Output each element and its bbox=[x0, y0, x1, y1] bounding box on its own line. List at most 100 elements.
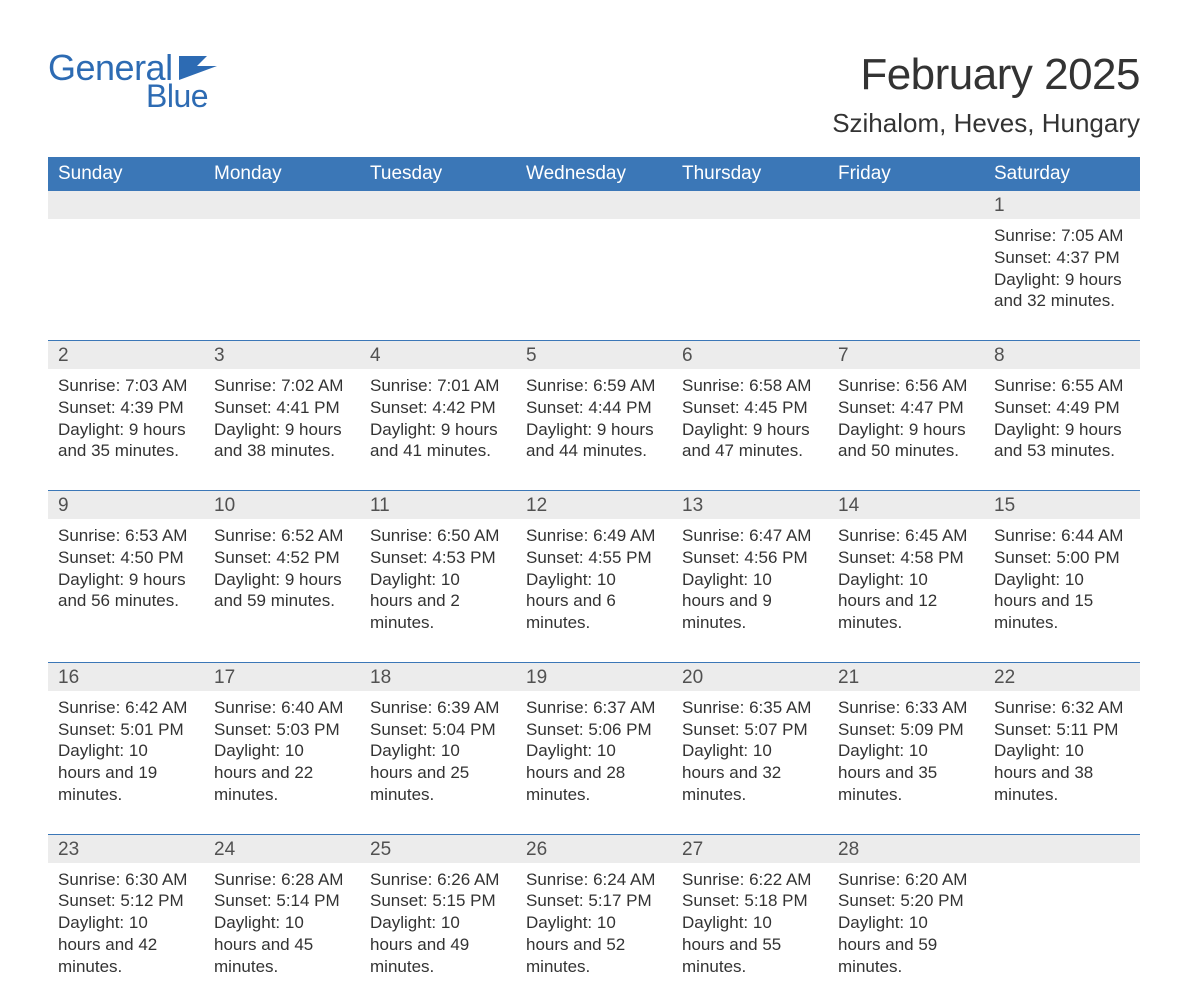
calendar-table: Sunday Monday Tuesday Wednesday Thursday… bbox=[48, 157, 1140, 987]
day-number-cell bbox=[204, 191, 360, 219]
day-number-cell: 13 bbox=[672, 491, 828, 519]
location-label: Szihalom, Heves, Hungary bbox=[832, 108, 1140, 139]
weekday-header: Tuesday bbox=[360, 157, 516, 191]
daylight-text: Daylight: 10 hours and 49 minutes. bbox=[370, 912, 506, 977]
logo: General Blue bbox=[48, 50, 217, 112]
sunset-text: Sunset: 4:56 PM bbox=[682, 547, 818, 569]
sunset-text: Sunset: 5:15 PM bbox=[370, 890, 506, 912]
day-number-cell bbox=[828, 191, 984, 219]
daylight-text: Daylight: 9 hours and 53 minutes. bbox=[994, 419, 1130, 463]
daylight-text: Daylight: 10 hours and 35 minutes. bbox=[838, 740, 974, 805]
day-detail-cell: Sunrise: 6:44 AMSunset: 5:00 PMDaylight:… bbox=[984, 519, 1140, 662]
sunset-text: Sunset: 5:18 PM bbox=[682, 890, 818, 912]
sunset-text: Sunset: 5:04 PM bbox=[370, 719, 506, 741]
day-detail-row: Sunrise: 6:30 AMSunset: 5:12 PMDaylight:… bbox=[48, 863, 1140, 987]
day-detail-cell: Sunrise: 6:24 AMSunset: 5:17 PMDaylight:… bbox=[516, 863, 672, 987]
sunset-text: Sunset: 4:47 PM bbox=[838, 397, 974, 419]
day-detail-cell: Sunrise: 6:37 AMSunset: 5:06 PMDaylight:… bbox=[516, 691, 672, 834]
daylight-text: Daylight: 10 hours and 52 minutes. bbox=[526, 912, 662, 977]
day-number-cell: 19 bbox=[516, 663, 672, 691]
sunset-text: Sunset: 4:44 PM bbox=[526, 397, 662, 419]
sunrise-text: Sunrise: 6:59 AM bbox=[526, 375, 662, 397]
day-number-cell: 27 bbox=[672, 835, 828, 863]
daylight-text: Daylight: 9 hours and 44 minutes. bbox=[526, 419, 662, 463]
day-number-cell: 3 bbox=[204, 341, 360, 369]
weekday-header: Sunday bbox=[48, 157, 204, 191]
weekday-header: Friday bbox=[828, 157, 984, 191]
sunrise-text: Sunrise: 6:32 AM bbox=[994, 697, 1130, 719]
sunrise-text: Sunrise: 6:44 AM bbox=[994, 525, 1130, 547]
day-detail-cell: Sunrise: 6:35 AMSunset: 5:07 PMDaylight:… bbox=[672, 691, 828, 834]
day-number-cell bbox=[672, 191, 828, 219]
day-detail-row: Sunrise: 7:05 AMSunset: 4:37 PMDaylight:… bbox=[48, 219, 1140, 341]
sunset-text: Sunset: 4:53 PM bbox=[370, 547, 506, 569]
day-number-row: 9101112131415 bbox=[48, 491, 1140, 519]
day-number-cell: 7 bbox=[828, 341, 984, 369]
sunrise-text: Sunrise: 6:26 AM bbox=[370, 869, 506, 891]
day-number-row: 16171819202122 bbox=[48, 663, 1140, 691]
daylight-text: Daylight: 10 hours and 59 minutes. bbox=[838, 912, 974, 977]
day-detail-cell: Sunrise: 7:03 AMSunset: 4:39 PMDaylight:… bbox=[48, 369, 204, 491]
sunset-text: Sunset: 5:17 PM bbox=[526, 890, 662, 912]
day-detail-cell: Sunrise: 6:49 AMSunset: 4:55 PMDaylight:… bbox=[516, 519, 672, 662]
sunset-text: Sunset: 5:11 PM bbox=[994, 719, 1130, 741]
day-number-cell: 20 bbox=[672, 663, 828, 691]
sunrise-text: Sunrise: 6:56 AM bbox=[838, 375, 974, 397]
day-number-cell: 17 bbox=[204, 663, 360, 691]
sunrise-text: Sunrise: 6:49 AM bbox=[526, 525, 662, 547]
day-number-cell: 14 bbox=[828, 491, 984, 519]
sunrise-text: Sunrise: 6:52 AM bbox=[214, 525, 350, 547]
day-detail-cell: Sunrise: 6:50 AMSunset: 4:53 PMDaylight:… bbox=[360, 519, 516, 662]
day-number-cell: 12 bbox=[516, 491, 672, 519]
day-detail-cell: Sunrise: 6:32 AMSunset: 5:11 PMDaylight:… bbox=[984, 691, 1140, 834]
sunrise-text: Sunrise: 7:02 AM bbox=[214, 375, 350, 397]
daylight-text: Daylight: 10 hours and 55 minutes. bbox=[682, 912, 818, 977]
sunset-text: Sunset: 4:41 PM bbox=[214, 397, 350, 419]
sunset-text: Sunset: 5:12 PM bbox=[58, 890, 194, 912]
sunset-text: Sunset: 4:42 PM bbox=[370, 397, 506, 419]
day-number-row: 232425262728 bbox=[48, 835, 1140, 863]
day-detail-cell: Sunrise: 6:26 AMSunset: 5:15 PMDaylight:… bbox=[360, 863, 516, 987]
sunrise-text: Sunrise: 6:55 AM bbox=[994, 375, 1130, 397]
day-detail-cell: Sunrise: 6:52 AMSunset: 4:52 PMDaylight:… bbox=[204, 519, 360, 662]
daylight-text: Daylight: 10 hours and 19 minutes. bbox=[58, 740, 194, 805]
day-detail-row: Sunrise: 7:03 AMSunset: 4:39 PMDaylight:… bbox=[48, 369, 1140, 491]
day-number-cell: 25 bbox=[360, 835, 516, 863]
day-number-cell: 16 bbox=[48, 663, 204, 691]
daylight-text: Daylight: 10 hours and 9 minutes. bbox=[682, 569, 818, 634]
sunset-text: Sunset: 4:52 PM bbox=[214, 547, 350, 569]
sunset-text: Sunset: 4:49 PM bbox=[994, 397, 1130, 419]
day-number-cell bbox=[360, 191, 516, 219]
sunset-text: Sunset: 5:09 PM bbox=[838, 719, 974, 741]
weekday-header: Thursday bbox=[672, 157, 828, 191]
day-detail-cell: Sunrise: 6:45 AMSunset: 4:58 PMDaylight:… bbox=[828, 519, 984, 662]
daylight-text: Daylight: 10 hours and 12 minutes. bbox=[838, 569, 974, 634]
sunset-text: Sunset: 5:01 PM bbox=[58, 719, 194, 741]
sunrise-text: Sunrise: 6:40 AM bbox=[214, 697, 350, 719]
day-number-cell: 28 bbox=[828, 835, 984, 863]
day-number-cell: 2 bbox=[48, 341, 204, 369]
day-detail-cell: Sunrise: 6:30 AMSunset: 5:12 PMDaylight:… bbox=[48, 863, 204, 987]
day-number-cell: 4 bbox=[360, 341, 516, 369]
sunrise-text: Sunrise: 6:45 AM bbox=[838, 525, 974, 547]
weekday-header-row: Sunday Monday Tuesday Wednesday Thursday… bbox=[48, 157, 1140, 191]
sunrise-text: Sunrise: 6:33 AM bbox=[838, 697, 974, 719]
sunrise-text: Sunrise: 6:20 AM bbox=[838, 869, 974, 891]
daylight-text: Daylight: 9 hours and 35 minutes. bbox=[58, 419, 194, 463]
sunrise-text: Sunrise: 7:05 AM bbox=[994, 225, 1130, 247]
sunrise-text: Sunrise: 6:53 AM bbox=[58, 525, 194, 547]
sunrise-text: Sunrise: 6:58 AM bbox=[682, 375, 818, 397]
day-detail-cell: Sunrise: 6:55 AMSunset: 4:49 PMDaylight:… bbox=[984, 369, 1140, 491]
day-number-cell: 5 bbox=[516, 341, 672, 369]
day-number-cell: 21 bbox=[828, 663, 984, 691]
day-detail-cell: Sunrise: 6:20 AMSunset: 5:20 PMDaylight:… bbox=[828, 863, 984, 987]
day-detail-cell: Sunrise: 6:28 AMSunset: 5:14 PMDaylight:… bbox=[204, 863, 360, 987]
day-detail-cell: Sunrise: 6:53 AMSunset: 4:50 PMDaylight:… bbox=[48, 519, 204, 662]
day-number-cell: 15 bbox=[984, 491, 1140, 519]
sunset-text: Sunset: 4:55 PM bbox=[526, 547, 662, 569]
header: General Blue February 2025 Szihalom, Hev… bbox=[48, 50, 1140, 139]
day-number-cell: 22 bbox=[984, 663, 1140, 691]
day-number-cell: 1 bbox=[984, 191, 1140, 219]
day-detail-cell bbox=[48, 219, 204, 341]
sunset-text: Sunset: 4:58 PM bbox=[838, 547, 974, 569]
